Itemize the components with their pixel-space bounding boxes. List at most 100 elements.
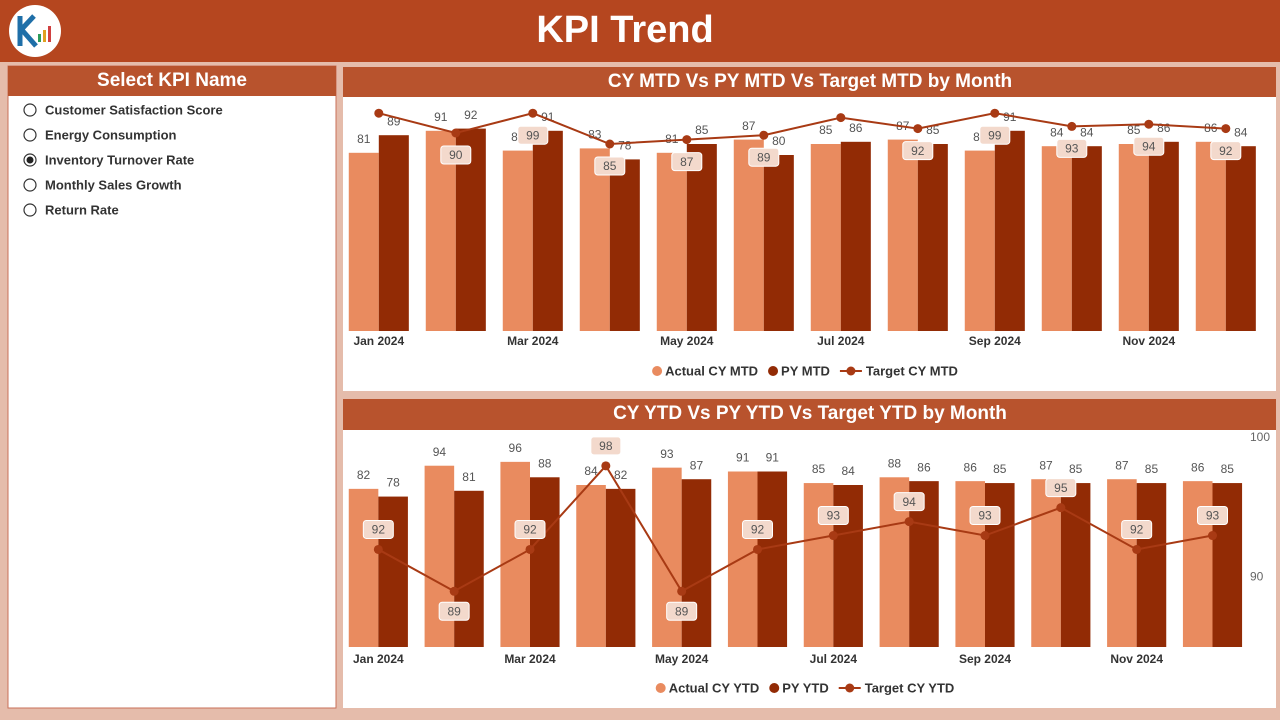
data-label-box bbox=[742, 519, 773, 539]
slicer-title: Select KPI Name bbox=[97, 70, 247, 91]
data-label: 87 bbox=[690, 458, 704, 472]
data-label: 92 bbox=[751, 523, 765, 537]
data-label: 81 bbox=[462, 470, 476, 484]
legend-marker bbox=[769, 683, 780, 693]
line-point bbox=[601, 461, 611, 471]
slicer-option[interactable]: Energy Consumption bbox=[23, 127, 177, 142]
data-label-box bbox=[1210, 141, 1242, 161]
bar bbox=[576, 485, 606, 647]
data-label: 91 bbox=[1003, 110, 1017, 124]
data-label: 86 bbox=[964, 460, 978, 474]
bar bbox=[532, 130, 563, 331]
legend-marker bbox=[655, 683, 666, 693]
line-point bbox=[373, 544, 383, 554]
bar bbox=[378, 496, 408, 647]
legend-marker bbox=[652, 366, 663, 376]
data-label-box bbox=[969, 506, 1001, 526]
data-label-box bbox=[514, 519, 546, 539]
x-tick-label: Nov 2024 bbox=[1110, 652, 1163, 666]
slicer-option[interactable]: Customer Satisfaction Score bbox=[23, 102, 223, 117]
bar bbox=[887, 139, 918, 331]
line-point bbox=[1132, 544, 1142, 554]
chart-title-bar bbox=[343, 67, 1276, 97]
data-label: 92 bbox=[464, 108, 478, 122]
x-tick-label: May 2024 bbox=[660, 334, 714, 348]
line bbox=[377, 464, 1213, 593]
bar bbox=[454, 490, 484, 647]
data-label: 83 bbox=[588, 128, 602, 142]
slicer-option[interactable]: Monthly Sales Growth bbox=[23, 177, 182, 192]
line-point bbox=[451, 128, 461, 138]
radio-button bbox=[23, 128, 37, 142]
data-label-box bbox=[440, 145, 472, 165]
data-label: 82 bbox=[357, 468, 371, 482]
bar bbox=[727, 471, 758, 647]
data-label: 87 bbox=[742, 119, 756, 133]
x-tick-label: Mar 2024 bbox=[507, 334, 559, 348]
bar bbox=[810, 144, 841, 331]
x-tick-label: Sep 2024 bbox=[969, 334, 1021, 348]
line-point bbox=[990, 108, 1000, 118]
data-label: 85 bbox=[993, 462, 1007, 476]
line-point bbox=[753, 544, 762, 554]
chart-title-bar bbox=[343, 399, 1276, 430]
bar bbox=[681, 479, 712, 647]
bar bbox=[579, 148, 610, 331]
data-label: 87 bbox=[680, 155, 694, 169]
data-label: 81 bbox=[357, 132, 371, 146]
bar bbox=[917, 144, 948, 331]
line-point bbox=[374, 108, 384, 118]
data-label: 84 bbox=[1234, 125, 1248, 139]
slicer-option[interactable]: Inventory Turnover Rate bbox=[23, 152, 194, 167]
data-label: 90 bbox=[449, 148, 463, 162]
line-point bbox=[904, 517, 914, 527]
data-label: 84 bbox=[584, 464, 598, 478]
data-label: 81 bbox=[665, 132, 679, 146]
bar bbox=[1118, 144, 1149, 331]
bar bbox=[378, 135, 409, 331]
data-label-box bbox=[893, 492, 925, 512]
slicer-option-label: Energy Consumption bbox=[45, 127, 177, 142]
data-label: 92 bbox=[911, 144, 925, 158]
data-label: 95 bbox=[1054, 481, 1068, 495]
x-tick-label: Sep 2024 bbox=[959, 652, 1011, 666]
data-label: 84 bbox=[841, 464, 855, 478]
data-label-box bbox=[1121, 519, 1153, 539]
slicer-option[interactable]: Return Rate bbox=[23, 202, 119, 217]
data-label: 92 bbox=[1130, 523, 1144, 537]
line bbox=[378, 112, 1226, 146]
data-label: 85 bbox=[1127, 123, 1141, 137]
data-label: 93 bbox=[827, 509, 841, 523]
x-tick-label: Jul 2024 bbox=[817, 334, 865, 348]
data-label: 85 bbox=[819, 123, 833, 137]
line-point bbox=[1056, 503, 1066, 513]
bar bbox=[757, 471, 788, 647]
data-label: 78 bbox=[618, 139, 632, 153]
data-label: 85 bbox=[603, 159, 617, 173]
bar bbox=[1031, 479, 1061, 647]
line-point bbox=[682, 135, 692, 145]
bar bbox=[1195, 141, 1226, 331]
data-label: 84 bbox=[1080, 125, 1094, 139]
data-label: 85 bbox=[1069, 462, 1083, 476]
data-label: 93 bbox=[978, 509, 992, 523]
line-point bbox=[1221, 124, 1231, 134]
data-label: 86 bbox=[917, 460, 931, 474]
line-point bbox=[677, 586, 687, 596]
data-label: 89 bbox=[447, 604, 461, 618]
data-label: 85 bbox=[1221, 462, 1235, 476]
bar bbox=[348, 152, 379, 331]
data-label: 92 bbox=[1219, 144, 1233, 158]
data-label-box bbox=[1045, 478, 1077, 498]
data-label: 87 bbox=[1115, 458, 1129, 472]
x-tick-label: Jan 2024 bbox=[353, 652, 404, 666]
data-label-box bbox=[979, 125, 1011, 145]
data-label: 93 bbox=[1065, 142, 1079, 156]
legend-marker bbox=[845, 683, 855, 693]
slicer-options: Customer Satisfaction Score Energy Consum… bbox=[23, 102, 223, 217]
legend-label: PY MTD bbox=[781, 363, 830, 378]
data-label-box bbox=[362, 519, 394, 539]
data-label: 82 bbox=[614, 468, 628, 482]
bar bbox=[609, 159, 640, 331]
data-label: 78 bbox=[386, 476, 400, 490]
